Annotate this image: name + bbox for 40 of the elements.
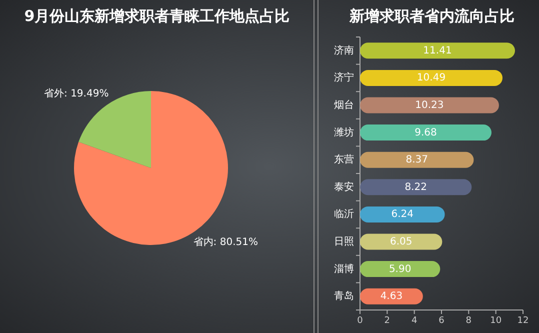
data-label: 4.63 — [380, 291, 403, 302]
data-label: 5.90 — [388, 264, 412, 275]
data-label: 9.68 — [414, 127, 437, 138]
y-tick-label: 济宁 — [334, 72, 354, 84]
chart-title: 9月份山东新增求职者青睐工作地点占比 — [24, 7, 290, 25]
x-tick-label: 2 — [384, 316, 390, 326]
bar — [360, 179, 472, 196]
slice-label: 省外: 19.49% — [44, 87, 109, 100]
bar — [360, 152, 474, 168]
y-tick-label: 济南 — [334, 44, 354, 56]
bar — [360, 124, 492, 141]
y-tick-label: 潍坊 — [334, 126, 354, 138]
chart-title: 新增求职者省内流向占比 — [348, 7, 514, 25]
data-label: 11.41 — [423, 45, 452, 56]
x-tick-label: 4 — [411, 316, 418, 326]
y-tick-label: 东营 — [334, 154, 354, 166]
y-tick-label: 淄博 — [334, 262, 354, 275]
bar — [360, 234, 442, 250]
y-tick-label: 青岛 — [334, 290, 354, 302]
bar — [360, 206, 445, 222]
x-tick-label: 0 — [357, 316, 364, 326]
data-label: 6.05 — [390, 236, 412, 248]
data-label: 10.23 — [415, 100, 444, 111]
bar — [360, 261, 440, 278]
x-tick-label: 12 — [517, 316, 529, 326]
slice-label: 省内: 80.51% — [193, 236, 258, 248]
data-label: 10.49 — [416, 72, 446, 84]
bar — [360, 42, 515, 59]
y-tick-label: 烟台 — [334, 98, 354, 111]
bar — [360, 97, 499, 114]
y-tick-label: 泰安 — [334, 180, 354, 193]
data-label: 8.37 — [406, 154, 428, 166]
x-tick-label: 10 — [490, 316, 502, 326]
bar — [360, 70, 502, 86]
data-label: 8.22 — [404, 182, 427, 193]
y-tick-label: 临沂 — [334, 208, 354, 220]
x-tick-label: 8 — [466, 316, 472, 326]
data-label: 6.24 — [391, 209, 414, 220]
y-tick-label: 日照 — [334, 236, 354, 248]
x-tick-label: 6 — [438, 316, 445, 326]
